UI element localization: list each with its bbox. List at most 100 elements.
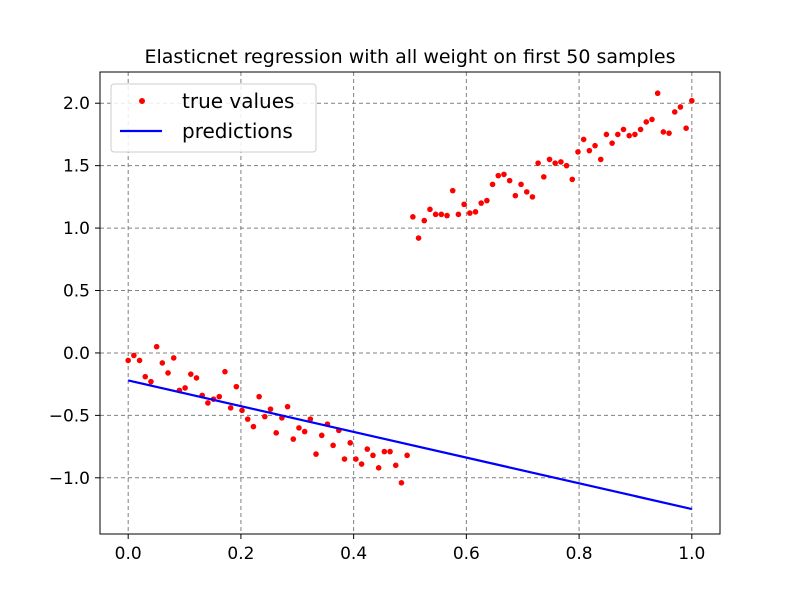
true-value-point: [597, 156, 604, 163]
true-value-point: [296, 425, 302, 431]
chart-title: Elasticnet regression with all weight on…: [145, 46, 676, 68]
true-value-point: [563, 162, 570, 169]
true-value-point: [284, 403, 291, 410]
true-value-point: [484, 197, 490, 204]
true-value-point: [188, 371, 194, 377]
true-value-point: [637, 126, 644, 133]
y-tick-label: 2.0: [63, 94, 90, 114]
true-value-point: [683, 125, 689, 131]
y-tick-label: −0.5: [49, 406, 90, 426]
true-value-point: [165, 370, 171, 376]
true-value-point: [478, 200, 484, 206]
x-tick-label: 0.6: [453, 544, 480, 564]
true-value-point: [501, 171, 507, 178]
true-value-point: [615, 131, 621, 138]
true-value-point: [125, 357, 131, 364]
y-tick-label: 1.5: [63, 157, 90, 177]
x-tick-label: 0.4: [340, 544, 367, 564]
true-value-point: [375, 465, 382, 471]
true-value-point: [467, 210, 473, 216]
x-tick-label: 0.8: [566, 544, 593, 564]
true-value-point: [381, 448, 388, 455]
true-value-point: [353, 456, 359, 462]
true-value-point: [575, 149, 581, 155]
true-value-point: [410, 214, 416, 220]
true-value-point: [603, 131, 610, 138]
true-value-point: [216, 393, 223, 400]
legend-label-true-values: true values: [182, 89, 294, 113]
y-tick-label: 0.5: [63, 282, 90, 302]
true-value-point: [432, 211, 439, 218]
true-value-point: [421, 217, 428, 224]
plot-area: [125, 90, 695, 511]
true-value-point: [495, 172, 502, 179]
true-value-point: [193, 375, 200, 381]
true-value-point: [455, 211, 462, 218]
true-value-point: [586, 147, 593, 154]
true-value-point: [244, 416, 251, 422]
true-value-point: [267, 406, 274, 412]
true-value-point: [233, 383, 240, 390]
x-tick-label: 1.0: [678, 544, 705, 564]
true-value-point: [427, 206, 433, 213]
true-value-point: [142, 373, 149, 380]
true-value-point: [330, 442, 336, 449]
true-value-point: [620, 126, 627, 133]
true-value-point: [318, 432, 325, 439]
legend-box: [110, 83, 317, 153]
true-value-point: [148, 378, 154, 385]
legend-label-predictions: predictions: [182, 119, 293, 143]
true-value-point: [313, 451, 319, 457]
true-value-point: [671, 109, 678, 115]
true-value-point: [341, 456, 348, 462]
true-value-point: [392, 462, 399, 469]
true-value-point: [347, 440, 353, 446]
true-value-point: [227, 405, 234, 411]
true-value-point: [552, 160, 558, 166]
true-value-point: [512, 192, 519, 199]
true-value-point: [239, 407, 245, 414]
grid-lines: [100, 72, 720, 534]
true-value-point: [569, 176, 576, 183]
true-value-point: [654, 90, 661, 97]
true-value-point: [159, 360, 166, 366]
true-value-point: [307, 416, 314, 422]
y-tick-label: 1.0: [63, 219, 90, 239]
x-tick-label: 0.0: [115, 544, 142, 564]
x-axis: 0.0 0.2 0.4 0.6 0.8 1.0: [115, 534, 705, 564]
y-tick-label: 0.0: [63, 344, 90, 364]
true-value-point: [222, 368, 228, 375]
true-value-point: [489, 181, 496, 188]
true-value-point: [387, 448, 393, 455]
true-value-point: [529, 194, 536, 200]
true-value-point: [301, 428, 308, 435]
predictions-line: [127, 379, 693, 511]
true-value-point: [370, 452, 376, 459]
y-tick-label: −1.0: [49, 469, 90, 489]
true-value-point: [273, 430, 279, 436]
true-value-point: [131, 352, 137, 359]
true-value-point: [153, 343, 160, 350]
true-value-point: [592, 142, 598, 149]
true-value-point: [558, 159, 564, 165]
true-value-point: [666, 130, 672, 136]
true-value-point: [506, 177, 513, 184]
true-value-point: [256, 393, 262, 400]
true-value-point: [609, 140, 615, 146]
true-value-point: [182, 385, 188, 391]
true-value-point: [415, 235, 422, 241]
true-value-point: [205, 400, 211, 406]
true-value-point: [472, 209, 479, 215]
true-value-point: [461, 201, 467, 208]
true-value-point: [518, 181, 524, 188]
true-value-point: [580, 136, 587, 143]
true-value-point: [364, 446, 371, 452]
axes-frame: [99, 71, 721, 535]
true-value-point: [523, 189, 530, 195]
legend-marker-true-values: [139, 98, 145, 104]
true-value-point: [649, 116, 655, 123]
true-value-point: [438, 211, 445, 218]
true-value-point: [404, 452, 410, 459]
true-value-point: [444, 212, 450, 219]
